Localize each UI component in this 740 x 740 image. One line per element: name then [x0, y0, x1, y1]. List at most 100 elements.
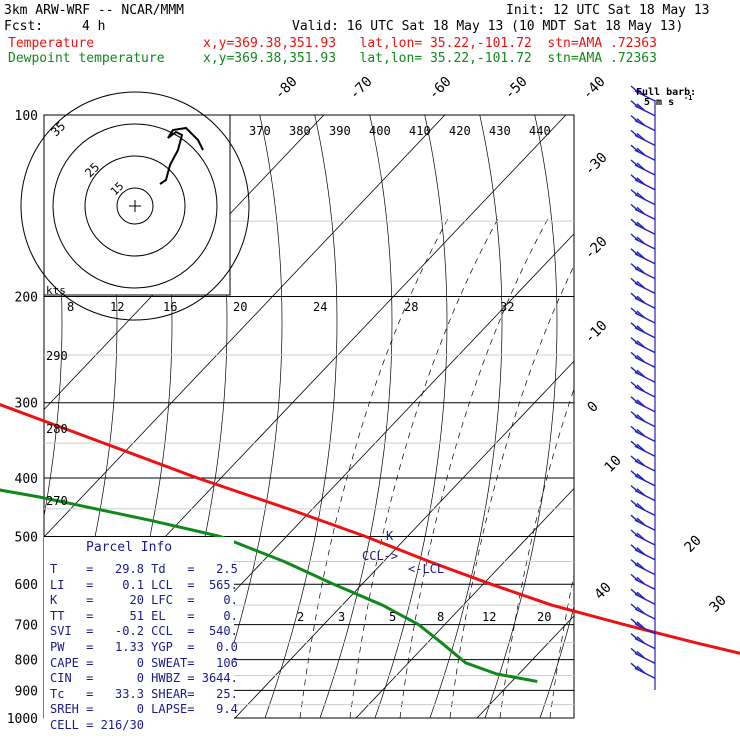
speed-label: 8	[67, 300, 74, 314]
dry-adiabat	[650, 75, 722, 718]
wind-barb-flag	[630, 633, 640, 642]
isotherm-label: -60	[426, 74, 455, 103]
isotherm-line	[44, 115, 446, 538]
wind-barb-flag	[630, 144, 640, 153]
wind-barb-flag	[630, 647, 640, 656]
wind-barb-flag	[630, 351, 640, 360]
isotherm-label: 20	[682, 533, 705, 556]
pressure-label: 100	[15, 109, 38, 124]
hodograph-trace	[159, 126, 204, 185]
speed-label: 32	[500, 300, 514, 314]
wind-barb-flag	[636, 502, 646, 511]
wind-barb-flag	[636, 399, 646, 408]
mixing-ratio-label: 2	[297, 610, 304, 624]
wind-barb-flag	[630, 322, 640, 331]
dewpoint-line	[0, 488, 538, 683]
wind-barb-flag	[630, 307, 640, 316]
wind-barb-flag	[636, 236, 646, 245]
ccl-marker: CCL->	[362, 549, 398, 563]
isotherm-label: 30	[707, 593, 730, 616]
wind-barb-flag	[630, 529, 640, 538]
wind-barb-flag	[630, 485, 640, 494]
wind-barb-flag	[636, 354, 646, 363]
wind-barb-flag	[630, 425, 640, 434]
wind-barb-flag	[636, 650, 646, 659]
wind-barb-flag	[630, 337, 640, 346]
dry-adiabat	[319, 115, 393, 718]
wind-barb-flag	[630, 129, 640, 138]
wind-barb-flag	[636, 443, 646, 452]
dry-adiabat	[374, 115, 448, 718]
wind-barb-flag	[630, 499, 640, 508]
speed-label: 20	[233, 300, 247, 314]
theta-label: 410	[409, 124, 431, 138]
parcel-info-row: CELL = 216/30	[50, 718, 144, 732]
wind-barb-flag	[630, 440, 640, 449]
isotherm-label: -10	[582, 318, 611, 347]
pressure-label: 600	[15, 578, 38, 593]
isotherm-label: 40	[592, 580, 615, 603]
wind-barb-flag	[630, 85, 640, 94]
wind-barb-flag	[636, 103, 646, 112]
wind-barb-flag	[630, 573, 640, 582]
wind-legend-value: 5 m s	[644, 97, 674, 108]
wind-legend-title: Full barb:	[636, 87, 696, 98]
wind-barb-flag	[630, 263, 640, 272]
dry-adiabat	[705, 75, 740, 718]
wind-barb-flag	[636, 473, 646, 482]
parcel-info-row: SREH = 0 LAPSE= 9.4	[50, 702, 238, 717]
wind-barb-flag	[636, 591, 646, 600]
wind-barb-flag	[630, 159, 640, 168]
wind-barb-flag	[630, 189, 640, 198]
dry-adiabat	[429, 115, 503, 718]
pressure-label: 700	[15, 619, 38, 634]
series-layer	[0, 402, 740, 683]
mixing-ratio-label: 20	[537, 610, 551, 624]
wind-barb-flag	[630, 514, 640, 523]
dewpoint-legend: Dewpoint temperature	[8, 51, 165, 66]
speed-label: 28	[404, 300, 418, 314]
hodograph-ring	[20, 91, 250, 321]
isotherm-line	[719, 115, 740, 718]
theta-label: 390	[329, 124, 351, 138]
direction-label: 290	[46, 349, 68, 363]
wind-barb-flag	[636, 206, 646, 215]
wind-barb-flag	[630, 588, 640, 597]
mixing-ratio-label: 8	[437, 610, 444, 624]
parcel-info-row: LI = 0.1 LCL = 565.	[50, 577, 238, 592]
wind-barb-flag	[630, 203, 640, 212]
hodograph-ring	[84, 155, 186, 257]
isotherm-label: -40	[580, 74, 609, 103]
wind-barb-flag	[636, 340, 646, 349]
isotherm-line	[476, 615, 574, 718]
pressure-label: 1000	[7, 712, 38, 727]
hodograph-box	[43, 114, 231, 296]
theta-label: 400	[369, 124, 391, 138]
wind-barb-flag	[630, 411, 640, 420]
theta-label: 420	[449, 124, 471, 138]
wind-barb-flag	[636, 177, 646, 186]
dry-adiabat	[595, 75, 667, 718]
parcel-info-row: PW = 1.33 YGP = 0.0	[50, 640, 238, 654]
wind-barbs	[630, 85, 656, 690]
wind-barb-flag	[630, 233, 640, 242]
parcel-info-row: SVI = -0.2 CCL = 540.	[50, 624, 238, 639]
isotherm-line	[234, 360, 574, 718]
wind-barb-flag	[636, 88, 646, 97]
temperature-legend: Temperature	[8, 36, 95, 51]
lcl-marker: <-LCL	[408, 562, 444, 576]
wind-barb-flag	[636, 369, 646, 378]
parcel-info-row: Tc = 33.3 SHEAR= 25.	[50, 686, 238, 701]
wind-barb-flag	[636, 576, 646, 585]
dry-adiabat	[209, 115, 283, 718]
moist-adiabat	[449, 264, 574, 718]
forecast-hour: 4 h	[82, 19, 106, 34]
theta-label: 440	[529, 124, 551, 138]
wind-barb-flag	[636, 621, 646, 630]
wind-barb-flag	[636, 221, 646, 230]
theta-label: 430	[489, 124, 511, 138]
wind-barb-flag	[636, 458, 646, 467]
wind-barb-flag	[636, 562, 646, 571]
parcel-info-panel	[44, 537, 234, 727]
